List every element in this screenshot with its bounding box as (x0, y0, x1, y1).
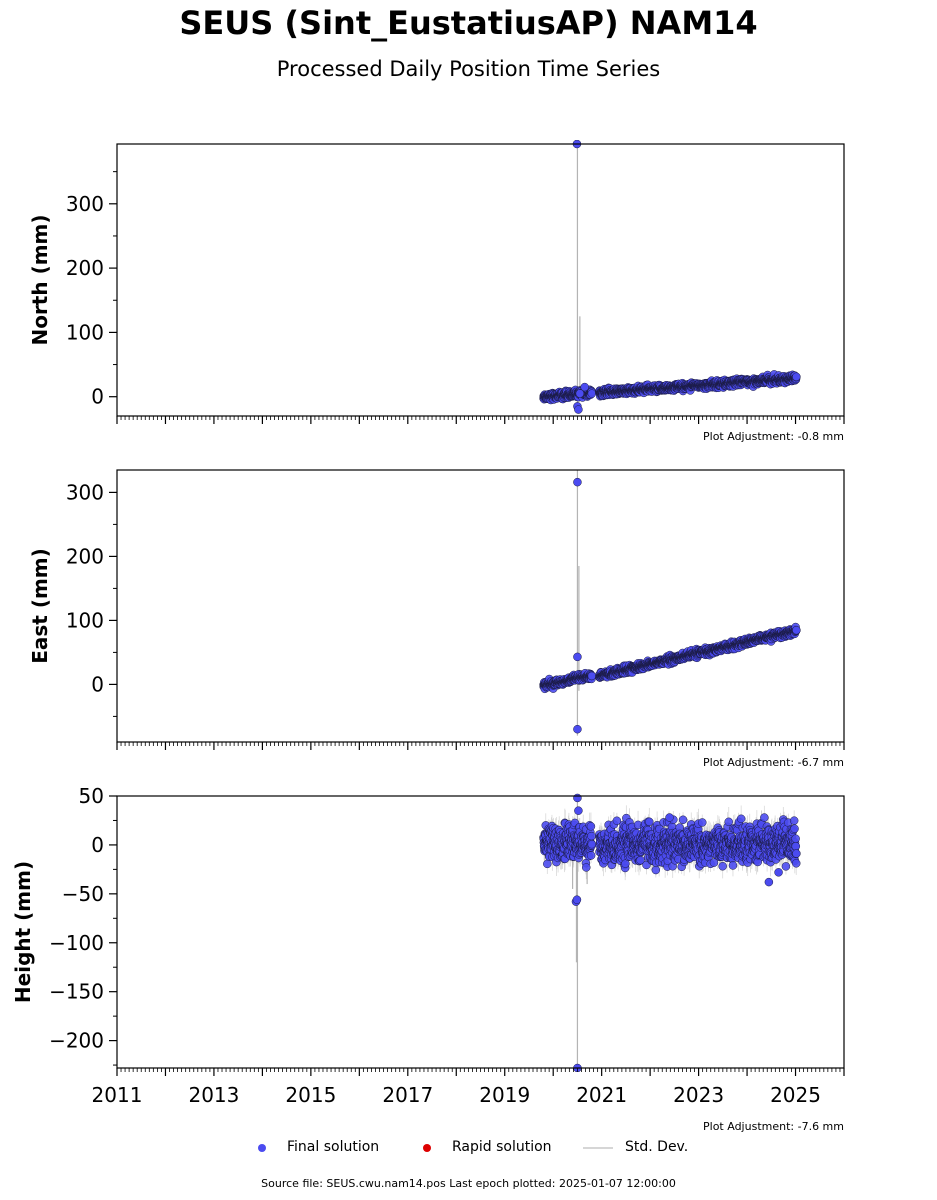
east-point (587, 671, 597, 681)
panel-north: 0 100 200 300 North (mm) Plot Adjustment: -0.… (28, 140, 845, 443)
north-ytick-label: 300 (66, 192, 104, 216)
north-ytick-label: 200 (66, 256, 104, 280)
page-subtitle: Processed Daily Position Time Series (276, 57, 661, 81)
north-point (587, 389, 597, 398)
north-outlier-point (580, 382, 589, 392)
east-data (539, 470, 801, 736)
north-outlier-point (574, 405, 583, 414)
north-ylabel: North (mm) (28, 214, 52, 345)
north-data (539, 140, 801, 414)
north-outlier-point (575, 389, 585, 398)
north-point (792, 372, 801, 381)
north-plot-adjustment: Plot Adjustment: -0.8 mm (703, 430, 844, 443)
north-ytick-label: 0 (91, 385, 104, 409)
north-ytick-label: 100 (66, 320, 104, 344)
page-title: SEUS (Sint_EustatiusAP) NAM14 (179, 4, 758, 42)
